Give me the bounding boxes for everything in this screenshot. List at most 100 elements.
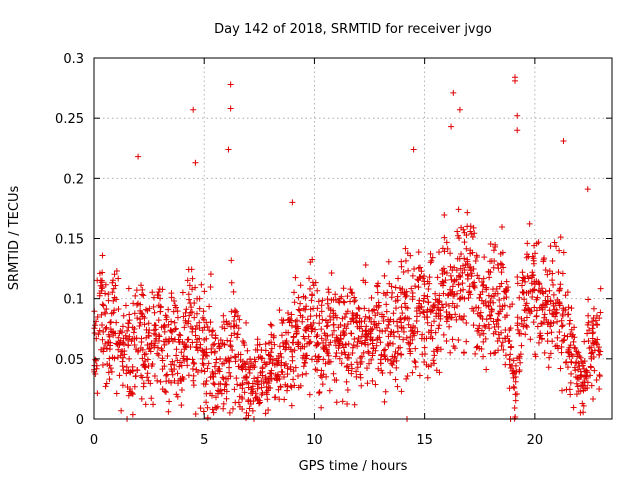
data-point: [496, 310, 503, 317]
data-point: [546, 307, 553, 314]
data-point: [562, 292, 569, 299]
data-point: [227, 373, 234, 380]
data-point: [264, 396, 271, 403]
data-point: [468, 273, 475, 280]
data-point: [562, 306, 569, 313]
data-point: [241, 360, 248, 367]
data-point: [424, 319, 431, 326]
data-point: [394, 328, 401, 335]
data-point: [223, 395, 230, 402]
data-point: [146, 305, 153, 312]
data-point: [533, 307, 540, 314]
data-point: [431, 352, 438, 359]
data-point: [493, 285, 500, 292]
data-point: [595, 344, 602, 351]
data-point: [307, 321, 314, 328]
data-point: [256, 400, 263, 407]
data-point: [176, 331, 183, 338]
data-point: [106, 333, 113, 340]
data-point: [146, 345, 153, 352]
data-point: [245, 384, 252, 391]
data-point: [476, 332, 483, 339]
data-point: [251, 364, 258, 371]
data-point: [596, 386, 603, 393]
data-point: [336, 355, 343, 362]
data-point: [135, 153, 142, 160]
data-point: [330, 296, 337, 303]
data-point: [353, 312, 360, 319]
data-point: [498, 329, 505, 336]
data-point: [165, 408, 172, 415]
data-point: [341, 299, 348, 306]
data-point: [285, 309, 292, 316]
data-point: [99, 322, 106, 329]
data-point: [168, 327, 175, 334]
data-point: [590, 354, 597, 361]
data-point: [93, 365, 100, 372]
data-point: [359, 328, 366, 335]
data-point: [163, 372, 170, 379]
data-point: [324, 332, 331, 339]
data-point: [110, 285, 117, 292]
data-point: [214, 403, 221, 410]
data-point: [267, 356, 274, 363]
data-point: [180, 375, 187, 382]
data-point: [207, 271, 214, 278]
data-point: [343, 325, 350, 332]
data-point: [573, 391, 580, 398]
data-point: [106, 355, 113, 362]
data-point: [145, 377, 152, 384]
data-point: [585, 296, 592, 303]
data-point: [204, 414, 211, 421]
data-point: [429, 254, 436, 261]
data-point: [226, 409, 233, 416]
data-point: [435, 325, 442, 332]
data-point: [577, 388, 584, 395]
data-point: [156, 333, 163, 340]
data-point: [470, 283, 477, 290]
data-point: [268, 367, 275, 374]
data-point: [400, 324, 407, 331]
data-point: [232, 358, 239, 365]
data-point: [210, 374, 217, 381]
data-point: [150, 303, 157, 310]
data-point: [523, 314, 530, 321]
data-point: [314, 332, 321, 339]
data-point: [454, 290, 461, 297]
data-point: [151, 294, 158, 301]
data-point: [213, 359, 220, 366]
data-point: [205, 360, 212, 367]
data-point: [409, 327, 416, 334]
data-point: [449, 300, 456, 307]
data-points: [91, 74, 604, 422]
data-point: [173, 346, 180, 353]
data-point: [368, 327, 375, 334]
data-point: [453, 276, 460, 283]
data-point: [327, 339, 334, 346]
data-point: [237, 351, 244, 358]
data-point: [302, 360, 309, 367]
data-point: [491, 350, 498, 357]
data-point: [494, 290, 501, 297]
data-point: [292, 274, 299, 281]
data-point: [231, 353, 238, 360]
data-point: [496, 283, 503, 290]
data-point: [362, 327, 369, 334]
data-point: [558, 323, 565, 330]
data-point: [581, 358, 588, 365]
data-point: [328, 269, 335, 276]
data-point: [227, 81, 234, 88]
data-point: [343, 364, 350, 371]
data-point: [436, 298, 443, 305]
data-point: [290, 339, 297, 346]
data-point: [111, 355, 118, 362]
data-point: [526, 220, 533, 227]
data-point: [319, 316, 326, 323]
data-point: [99, 336, 106, 343]
data-point: [525, 275, 532, 282]
data-point: [227, 342, 234, 349]
data-point: [480, 353, 487, 360]
data-point: [514, 127, 521, 134]
data-point: [249, 380, 256, 387]
data-point: [262, 347, 269, 354]
